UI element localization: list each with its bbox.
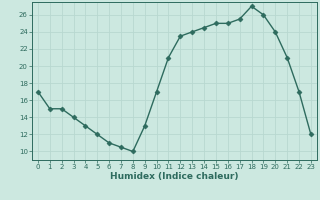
X-axis label: Humidex (Indice chaleur): Humidex (Indice chaleur) bbox=[110, 172, 239, 181]
